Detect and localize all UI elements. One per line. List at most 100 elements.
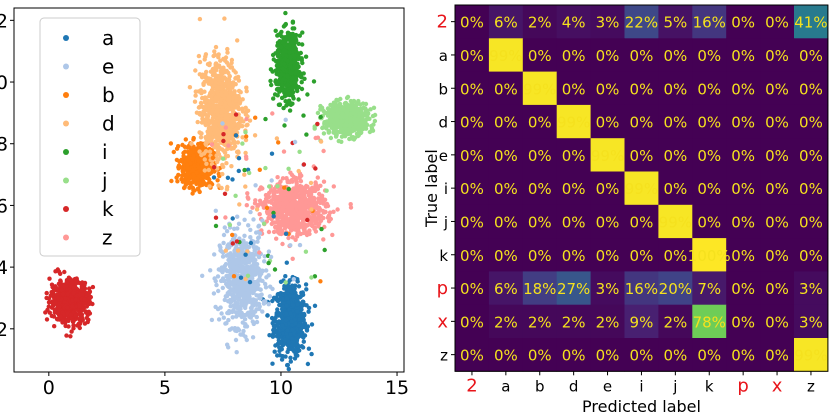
point-b bbox=[197, 189, 202, 195]
point-k bbox=[64, 280, 69, 285]
point-a bbox=[292, 356, 298, 361]
point-k bbox=[82, 300, 87, 306]
point-i bbox=[296, 97, 301, 102]
point-a bbox=[279, 357, 285, 362]
point-i bbox=[295, 88, 300, 94]
point-i bbox=[303, 54, 309, 59]
point-e bbox=[251, 272, 256, 277]
point-a bbox=[300, 323, 305, 328]
point-i bbox=[300, 30, 305, 35]
point-e bbox=[221, 232, 227, 238]
point-k bbox=[52, 300, 58, 305]
point-a bbox=[298, 294, 303, 299]
point-a bbox=[295, 279, 300, 284]
point-e bbox=[258, 293, 263, 299]
point-d bbox=[222, 70, 227, 75]
point-j bbox=[320, 125, 325, 131]
point-b bbox=[187, 150, 193, 155]
point-a bbox=[296, 323, 301, 328]
point-k bbox=[46, 296, 52, 301]
point-d bbox=[226, 70, 231, 76]
point-i bbox=[281, 105, 286, 111]
point-k bbox=[87, 295, 93, 301]
point-z bbox=[252, 201, 258, 206]
point-k bbox=[85, 292, 90, 297]
point-d bbox=[240, 97, 245, 102]
point-d bbox=[218, 129, 223, 135]
point-b bbox=[194, 181, 200, 186]
point-i bbox=[272, 92, 278, 97]
point-k bbox=[61, 312, 67, 317]
point-d bbox=[243, 105, 248, 111]
point-k bbox=[87, 300, 93, 305]
point-b bbox=[191, 137, 196, 142]
point-d bbox=[232, 122, 237, 127]
point-e bbox=[246, 244, 252, 250]
point-i bbox=[288, 55, 293, 60]
point-j bbox=[360, 116, 365, 121]
point-a bbox=[281, 301, 286, 306]
point-j bbox=[348, 117, 354, 122]
point-i bbox=[282, 56, 288, 62]
point-e bbox=[200, 273, 205, 278]
point-i bbox=[269, 82, 274, 88]
point-z bbox=[257, 212, 262, 217]
point-b bbox=[182, 149, 188, 154]
point-d bbox=[252, 133, 258, 138]
point-k bbox=[63, 296, 68, 301]
point-z bbox=[286, 235, 291, 241]
point-d bbox=[221, 108, 226, 114]
point-i bbox=[293, 82, 298, 88]
point-j bbox=[336, 138, 341, 144]
point-k bbox=[51, 287, 57, 293]
point-a bbox=[309, 322, 315, 327]
point-a bbox=[312, 303, 318, 308]
point-k bbox=[65, 305, 70, 310]
point-a bbox=[284, 311, 289, 316]
point-e bbox=[208, 268, 213, 273]
point-d bbox=[216, 77, 221, 83]
point-e bbox=[255, 239, 260, 244]
point-d bbox=[203, 135, 208, 140]
point-a bbox=[274, 334, 280, 339]
point-j bbox=[363, 101, 369, 107]
point-a bbox=[267, 333, 272, 338]
point-z bbox=[250, 205, 255, 210]
point-j bbox=[333, 108, 338, 113]
point-j bbox=[331, 130, 336, 135]
point-z bbox=[288, 170, 293, 175]
point-e bbox=[244, 324, 250, 329]
point-b bbox=[181, 153, 186, 159]
point-e bbox=[249, 289, 254, 294]
point-d bbox=[193, 93, 198, 98]
point-j bbox=[345, 105, 350, 110]
point-d bbox=[204, 161, 209, 166]
point-d bbox=[187, 85, 193, 90]
point-k bbox=[60, 291, 66, 297]
point-a bbox=[282, 286, 287, 291]
point-a bbox=[293, 348, 298, 354]
point-i bbox=[302, 76, 307, 82]
point-a bbox=[275, 322, 280, 327]
point-d bbox=[196, 53, 202, 59]
point-k bbox=[71, 290, 76, 296]
point-d bbox=[218, 92, 224, 97]
point-j bbox=[349, 123, 354, 128]
point-a bbox=[301, 339, 306, 344]
point-e bbox=[266, 302, 271, 307]
point-a bbox=[304, 328, 310, 333]
point-k bbox=[83, 310, 89, 315]
point-e bbox=[232, 267, 237, 272]
point-j bbox=[352, 128, 357, 133]
point-i bbox=[292, 53, 298, 59]
point-d bbox=[206, 125, 212, 131]
point-b bbox=[194, 170, 199, 175]
point-k bbox=[84, 315, 90, 321]
point-d bbox=[193, 89, 198, 94]
point-j bbox=[335, 113, 341, 119]
point-a bbox=[284, 296, 290, 301]
point-j bbox=[357, 122, 363, 128]
point-z bbox=[321, 237, 326, 242]
point-b bbox=[190, 168, 196, 173]
point-e bbox=[262, 254, 267, 259]
